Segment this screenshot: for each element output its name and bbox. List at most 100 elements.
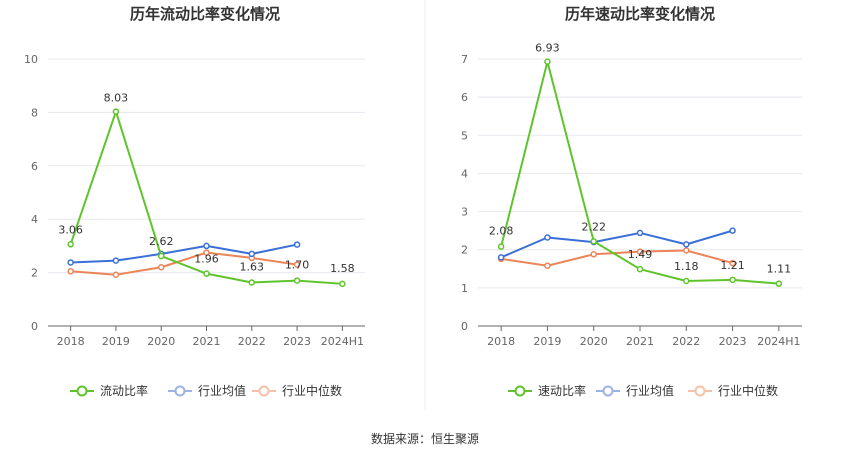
x-tick-label: 2022	[672, 335, 700, 348]
series-current-point[interactable]	[683, 277, 690, 285]
series-current-point[interactable]	[67, 241, 74, 248]
data-label: 1.18	[674, 260, 699, 273]
x-tick-label: 2018	[487, 335, 515, 348]
series-industry-avg-point[interactable]	[203, 242, 210, 250]
data-label: 3.06	[58, 223, 83, 236]
legend-label: 行业均值	[198, 383, 246, 398]
series-industry-median-point[interactable]	[203, 249, 210, 256]
data-label: 1.58	[330, 262, 355, 275]
series-industry-avg-point[interactable]	[636, 229, 644, 237]
x-tick-label: 2023	[283, 335, 311, 348]
series-industry-median-point[interactable]	[112, 271, 120, 278]
series-industry-avg-point[interactable]	[293, 241, 301, 248]
series-industry-avg-point[interactable]	[67, 259, 74, 266]
series-current-point[interactable]	[544, 58, 551, 65]
data-label: 1.63	[240, 260, 265, 273]
x-tick-label: 2018	[57, 335, 85, 348]
series-current-point[interactable]	[112, 108, 120, 115]
series-current-point[interactable]	[157, 252, 165, 260]
data-source-label: 数据来源：恒生聚源	[371, 431, 479, 446]
series-current-point[interactable]	[775, 280, 783, 287]
data-label: 2.08	[489, 225, 514, 238]
series-industry-avg-point[interactable]	[112, 257, 120, 264]
legend-label: 速动比率	[538, 383, 586, 398]
series-industry-median-line	[70, 251, 298, 276]
series-industry-median-point[interactable]	[636, 248, 644, 255]
x-tick-label: 2019	[102, 335, 130, 348]
legend-swatch-marker	[694, 385, 706, 397]
y-tick-label: 10	[24, 53, 38, 66]
current-ratio-chart: 历年流动比率变化情况 0 2 4 6 8 10 2018 2019 2020 2021 2022 202…	[24, 5, 365, 398]
series-industry-median-point[interactable]	[293, 261, 301, 268]
legend-swatch-marker	[174, 385, 186, 397]
series-current-point[interactable]	[497, 243, 505, 250]
legend-item-series-current[interactable]: 流动比率	[70, 383, 148, 398]
legend-label: 行业均值	[626, 383, 674, 398]
y-tick-label: 8	[31, 106, 38, 119]
x-tick-label: 2021	[626, 335, 654, 348]
series-current-point[interactable]	[293, 277, 301, 284]
data-label: 1.70	[285, 259, 310, 272]
series-industry-avg-line	[70, 243, 298, 264]
legend-swatch-marker	[76, 385, 88, 397]
y-tick-label: 2	[461, 244, 468, 257]
series-current-point[interactable]	[590, 238, 597, 245]
y-tick-label: 6	[31, 160, 38, 173]
legend-swatch-marker	[514, 385, 526, 397]
y-tick-label: 0	[461, 320, 468, 333]
data-label: 2.62	[149, 235, 174, 248]
series-current-point[interactable]	[636, 265, 644, 273]
data-label: 8.03	[104, 92, 129, 105]
x-tick-label: 2022	[238, 335, 266, 348]
series-industry-median-point[interactable]	[67, 268, 74, 275]
series-industry-avg-point[interactable]	[497, 254, 505, 261]
chart-title: 历年流动比率变化情况	[130, 5, 280, 23]
series-current-point[interactable]	[248, 279, 256, 286]
series-industry-avg-point[interactable]	[683, 241, 690, 248]
x-tick-label: 2019	[533, 335, 561, 348]
x-tick-label: 2020	[580, 335, 608, 348]
series-current-point[interactable]	[729, 276, 736, 284]
series-industry-avg-point[interactable]	[544, 234, 551, 241]
quick-ratio-chart: 历年速动比率变化情况 0 1 2 3 4 5 6 7 2018 2019 2020 2021 2022 20…	[461, 5, 802, 398]
y-tick-label: 3	[461, 206, 468, 219]
series-current-point[interactable]	[203, 270, 210, 277]
legend-swatch-marker	[258, 385, 270, 397]
series-industry-median-point[interactable]	[544, 262, 551, 269]
legend-item-series-current[interactable]: 速动比率	[508, 383, 586, 398]
series-current-point[interactable]	[339, 280, 346, 288]
chart-title: 历年速动比率变化情况	[565, 5, 715, 23]
y-tick-label: 4	[31, 213, 38, 226]
legend-label: 流动比率	[100, 383, 148, 398]
data-label: 2.22	[581, 220, 606, 233]
x-tick-label: 2024H1	[757, 335, 800, 348]
data-label: 1.96	[194, 253, 219, 266]
x-tick-label: 2024H1	[321, 335, 364, 348]
legend-label: 行业中位数	[718, 383, 778, 398]
series-industry-median-point[interactable]	[683, 247, 690, 254]
series-industry-avg-point[interactable]	[729, 227, 736, 234]
legend-item-series-industry-median[interactable]: 行业中位数	[252, 383, 342, 398]
series-industry-median-point[interactable]	[590, 251, 597, 258]
x-tick-label: 2023	[719, 335, 747, 348]
legend-item-series-industry-median[interactable]: 行业中位数	[688, 383, 778, 398]
legend-item-series-industry-avg[interactable]: 行业均值	[168, 383, 246, 398]
x-tick-label: 2021	[193, 335, 221, 348]
series-industry-median-point[interactable]	[729, 259, 736, 267]
y-tick-label: 0	[31, 320, 38, 333]
series-industry-avg-point[interactable]	[248, 250, 256, 258]
x-tick-label: 2020	[147, 335, 175, 348]
y-tick-label: 6	[461, 91, 468, 104]
legend-item-series-industry-avg[interactable]: 行业均值	[596, 383, 674, 398]
y-tick-label: 4	[461, 167, 468, 180]
data-label: 1.49	[628, 248, 653, 261]
legend-swatch-marker	[602, 385, 614, 397]
data-label: 6.93	[535, 42, 560, 55]
series-industry-avg-line	[500, 229, 733, 259]
series-industry-median-point[interactable]	[157, 264, 165, 271]
data-label: 1.11	[767, 263, 792, 276]
data-label: 1.21	[720, 259, 745, 272]
y-tick-label: 7	[461, 53, 468, 66]
y-tick-label: 5	[461, 129, 468, 142]
